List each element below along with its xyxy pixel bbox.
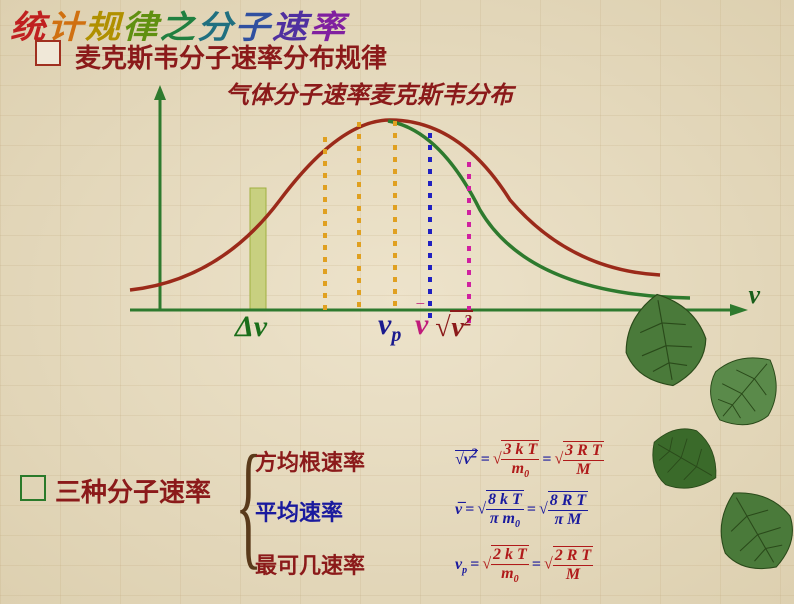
vp-p: p bbox=[391, 324, 401, 346]
formula-2: vp=√2 k Tm0=√2 R TM bbox=[455, 545, 593, 585]
rate-label-prob: 最可几速率 bbox=[255, 548, 365, 580]
rate-label-rms: 方均根速率 bbox=[255, 445, 365, 477]
vsq-exp: 2 bbox=[464, 313, 472, 330]
subtitle: 麦克斯韦分子速率分布规律 bbox=[75, 38, 387, 75]
delta-v-label: Δv bbox=[235, 310, 267, 344]
vsq-v: v bbox=[451, 312, 463, 343]
highlight-band bbox=[250, 188, 266, 310]
curve-green bbox=[388, 121, 690, 298]
y-axis-arrow-icon bbox=[154, 85, 166, 100]
bullet-icon bbox=[20, 475, 46, 501]
rate-label-avg: 平均速率 bbox=[255, 495, 343, 527]
x-axis-arrow-icon bbox=[730, 304, 748, 316]
axis-v-label: v bbox=[748, 280, 760, 310]
vbar-label: ‾v bbox=[415, 308, 428, 342]
formula-1: –v=√8 k Tπ m0=√8 R Tπ M bbox=[455, 490, 588, 530]
vp-v: v bbox=[378, 308, 391, 341]
section2-title: 三种分子速率 bbox=[55, 472, 211, 509]
vsq-label: √v2 bbox=[435, 312, 473, 344]
formula-0: √v2=√3 k Tm0=√3 R TM bbox=[455, 440, 604, 480]
bullet-icon bbox=[35, 40, 61, 66]
vp-label: vp bbox=[378, 308, 401, 347]
